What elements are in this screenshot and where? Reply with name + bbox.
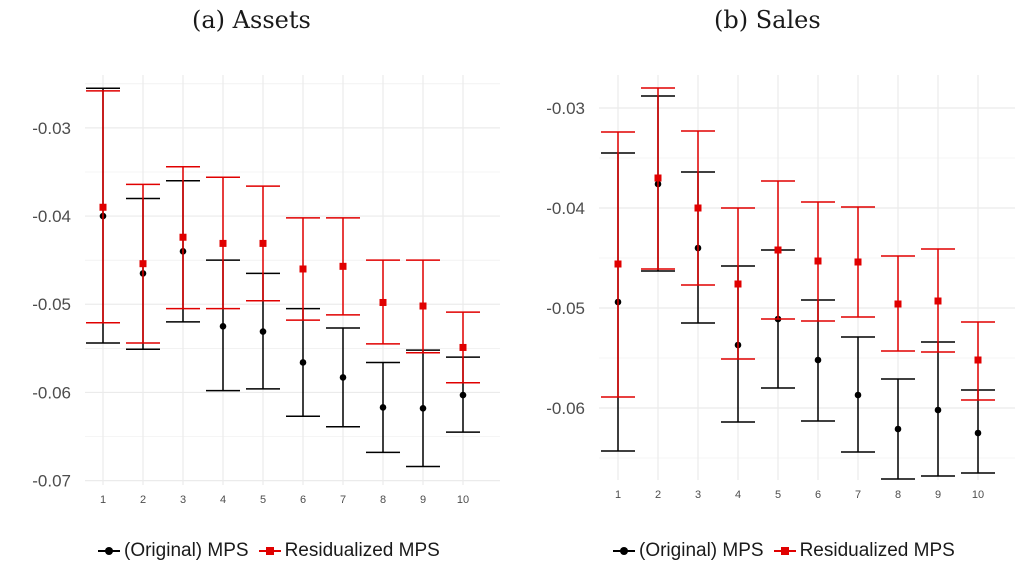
x-tick-label: 1 bbox=[615, 489, 621, 501]
data-point bbox=[459, 391, 467, 399]
data-point bbox=[694, 204, 702, 212]
x-tick-label: 7 bbox=[340, 494, 346, 506]
data-point bbox=[614, 260, 622, 268]
y-tick-label: -0.03 bbox=[32, 119, 71, 138]
data-point bbox=[459, 343, 467, 351]
legend-label-original: (Original) MPS bbox=[124, 540, 249, 561]
legend-label-residualized: Residualized MPS bbox=[284, 540, 440, 561]
data-point bbox=[734, 280, 742, 288]
y-tick-label: -0.07 bbox=[32, 472, 71, 491]
data-point bbox=[219, 239, 227, 247]
series-original bbox=[601, 95, 995, 480]
data-point bbox=[299, 265, 307, 273]
y-tick-label: -0.04 bbox=[32, 207, 71, 226]
data-point bbox=[814, 356, 822, 364]
series-residualized bbox=[86, 90, 480, 384]
data-point bbox=[299, 359, 307, 366]
x-tick-label: 8 bbox=[895, 489, 901, 501]
data-point bbox=[854, 258, 862, 266]
data-point bbox=[974, 356, 982, 364]
panel-title-sales: (b) Sales bbox=[714, 6, 821, 34]
x-tick-label: 3 bbox=[695, 489, 701, 501]
x-tick-label: 9 bbox=[420, 494, 426, 506]
data-point bbox=[259, 239, 267, 247]
gridlines bbox=[599, 75, 1015, 480]
chart-sales: -0.03 -0.04 -0.05 -0.06 1 2 3 4 5 6 7 8 9 10 bbox=[546, 75, 1015, 501]
gridlines bbox=[85, 75, 500, 485]
data-point bbox=[934, 406, 942, 414]
legend-label-residualized: Residualized MPS bbox=[799, 540, 955, 561]
data-point bbox=[974, 429, 982, 437]
data-point bbox=[854, 391, 862, 399]
y-tick-label: -0.06 bbox=[546, 399, 585, 418]
x-tick-label: 8 bbox=[380, 494, 386, 506]
data-point bbox=[894, 300, 902, 308]
x-tick-label: 4 bbox=[735, 489, 741, 501]
x-tick-label: 10 bbox=[972, 489, 984, 501]
x-tick-label: 3 bbox=[180, 494, 186, 506]
x-tick-label: 4 bbox=[220, 494, 226, 506]
x-tick-label: 5 bbox=[775, 489, 781, 501]
data-point bbox=[339, 262, 347, 270]
legend-key-residualized bbox=[773, 543, 796, 559]
panel-title-assets: (a) Assets bbox=[192, 6, 311, 34]
data-point bbox=[419, 302, 427, 310]
x-tick-label: 6 bbox=[300, 494, 306, 506]
data-point bbox=[774, 246, 782, 254]
data-point bbox=[99, 203, 107, 211]
x-tick-label: 10 bbox=[457, 494, 469, 506]
legend-key-original bbox=[613, 543, 635, 559]
data-point bbox=[379, 404, 387, 411]
data-point bbox=[934, 297, 942, 305]
chart-assets: -0.03 -0.04 -0.05 -0.06 -0.07 1 2 3 4 5 6 7 8 9 10 bbox=[32, 75, 500, 506]
data-point bbox=[814, 257, 822, 265]
x-tick-label: 7 bbox=[855, 489, 861, 501]
data-point bbox=[259, 328, 267, 335]
legend-sales: (Original) MPS Residualized MPS bbox=[613, 540, 965, 562]
x-tick-label: 1 bbox=[100, 494, 106, 506]
x-tick-label: 6 bbox=[815, 489, 821, 501]
y-tick-label: -0.05 bbox=[546, 299, 585, 318]
legend-key-residualized bbox=[258, 543, 281, 559]
data-point bbox=[339, 374, 347, 381]
x-tick-label: 2 bbox=[140, 494, 146, 506]
data-point bbox=[894, 425, 902, 433]
data-point bbox=[179, 233, 187, 241]
legend-assets: (Original) MPS Residualized MPS bbox=[98, 540, 450, 562]
series-original bbox=[86, 87, 480, 468]
legend-key-original bbox=[98, 543, 120, 559]
data-point bbox=[379, 298, 387, 306]
y-tick-label: -0.05 bbox=[32, 295, 71, 314]
x-tick-label: 5 bbox=[260, 494, 266, 506]
x-tick-label: 9 bbox=[935, 489, 941, 501]
y-tick-label: -0.04 bbox=[546, 199, 585, 218]
data-point bbox=[219, 322, 227, 330]
legend-label-original: (Original) MPS bbox=[639, 540, 764, 561]
x-tick-label: 2 bbox=[655, 489, 661, 501]
y-tick-label: -0.03 bbox=[546, 99, 585, 118]
data-point bbox=[419, 404, 427, 412]
y-tick-label: -0.06 bbox=[32, 383, 71, 402]
series-residualized bbox=[601, 87, 995, 401]
data-point bbox=[139, 260, 147, 268]
data-point bbox=[654, 174, 662, 182]
